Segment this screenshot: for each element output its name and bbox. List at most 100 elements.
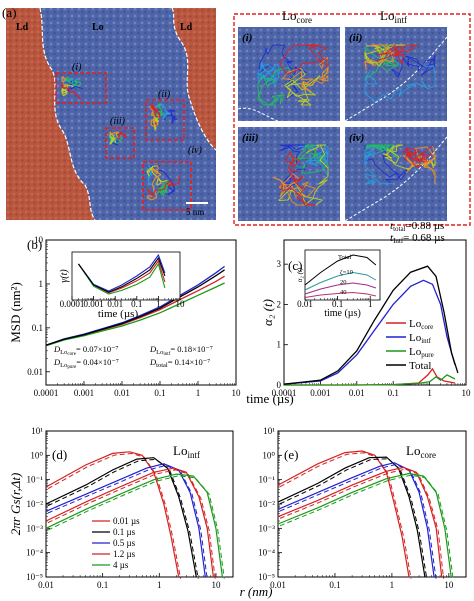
series-40 (304, 291, 377, 298)
trajectory-segment (281, 45, 286, 53)
trajectory-segment (148, 182, 155, 187)
x-tick-label: 1 (157, 580, 162, 590)
trajectory-segment (379, 52, 383, 59)
trajectory-segment (284, 79, 293, 86)
trajectory-segment (383, 44, 391, 54)
trajectory-segment (155, 121, 159, 125)
trajectory-segment (302, 181, 309, 185)
series-1-2-s (45, 467, 214, 578)
x-tick-label: 0.01 (114, 388, 130, 398)
trajectory-segment (152, 167, 158, 173)
phase-label-ld-left: Ld (16, 22, 29, 33)
series-0-5-s-fit (47, 464, 208, 579)
trajectory-segment (289, 189, 300, 194)
trajectory-segment (267, 44, 274, 55)
trajectory-segment (69, 91, 75, 94)
trajectory-segment (391, 144, 403, 149)
trajectory-segment (164, 184, 167, 190)
inset-x-tick-label: 0.01 (107, 299, 123, 309)
inset-x-tick-label: 0.01 (297, 299, 313, 309)
inset-boundary (237, 107, 279, 122)
trajectory-segment (286, 81, 295, 88)
trajectory-iv (146, 165, 181, 201)
trajectory-segment (146, 195, 149, 199)
trajectory-segment (364, 173, 377, 178)
y-tick-label: 10¹ (31, 426, 43, 436)
trajectory-segment (301, 181, 309, 192)
trajectory-segment (276, 67, 289, 71)
trajectory-segment (308, 48, 318, 59)
trajectory-segment (372, 99, 376, 103)
trajectory-segment (392, 144, 396, 153)
trajectory-segment (369, 44, 373, 47)
trajectory-segment (314, 153, 321, 164)
trajectory-segment (318, 47, 328, 54)
trajectory-segment (264, 47, 267, 53)
series-0-1-s (45, 457, 197, 578)
trajectory-segment (305, 144, 310, 151)
trajectory-segment (271, 96, 279, 100)
trajectory-segment (411, 44, 415, 49)
trajectory-segment (273, 79, 278, 86)
plot-frame-d (45, 430, 234, 578)
inset-x-label-b: time (µs) (98, 308, 139, 320)
trajectory-segment (282, 77, 291, 81)
series-20 (304, 282, 377, 295)
trajectory-segment (406, 58, 409, 65)
trajectory-segment (368, 152, 375, 156)
trajectory-segment (432, 58, 436, 64)
trajectory-segment (306, 187, 316, 198)
trajectory-segment (157, 182, 162, 186)
y-tick-label: 0 (277, 380, 282, 390)
tstar-annotation: ttotal=0.88 µs (390, 220, 444, 233)
trajectory-segment (384, 161, 394, 172)
trajectory-segment (300, 83, 312, 86)
inset-x-tick-label: 10 (176, 299, 186, 309)
y-axis-label-d: 2πr Gs(r,Δt) (8, 473, 23, 536)
trajectory-segment (364, 165, 377, 178)
trajectory-segment (157, 177, 162, 184)
trajectory-segment (278, 72, 280, 79)
trajectory-segment (306, 152, 319, 156)
x-tick-label: 0.1 (329, 580, 340, 590)
trajectory-segment (124, 135, 128, 139)
trajectory-segment (386, 63, 400, 72)
trajectory-segment (433, 66, 436, 76)
trajectory-segment (430, 168, 436, 176)
trajectory-segment (279, 146, 292, 152)
trajectory-segment (267, 63, 279, 73)
trajectory-segment (292, 173, 299, 179)
trajectory-segment (406, 147, 408, 157)
inset-trajectory (364, 44, 436, 103)
trajectory-segment (286, 61, 293, 72)
trajectory-segment (290, 144, 297, 151)
trajectory-segment (322, 155, 328, 163)
trajectory-segment (295, 151, 301, 157)
trajectory-segment (374, 58, 383, 66)
y-tick-label: 10⁰ (30, 450, 43, 460)
trajectory-segment (406, 147, 413, 156)
trajectory-segment (415, 151, 424, 159)
inset-x-tick-label: 1 (368, 299, 373, 309)
inset-4: (iv) (344, 127, 448, 222)
trajectory-segment (147, 179, 150, 184)
trajectory-segment (421, 80, 427, 88)
trajectory-segment (110, 140, 114, 144)
legend-entry: 0.5 µs (113, 538, 136, 548)
trajectory-segment (79, 82, 82, 87)
trajectory-segment (302, 183, 316, 189)
x-axis-label-bc: time (µs) (246, 391, 294, 406)
trajectory-segment (287, 192, 293, 202)
trajectory-segment (295, 176, 304, 182)
trajectory-segment (151, 183, 155, 191)
trajectory-segment (281, 183, 289, 186)
trajectory-segment (297, 152, 302, 159)
series-total (283, 265, 459, 385)
trajectory-segment (109, 143, 112, 145)
trajectory-segment (377, 53, 389, 56)
trajectory-segment (152, 169, 158, 175)
trajectory-segment (424, 66, 436, 74)
series-lo-intf (283, 279, 456, 385)
trajectory-segment (416, 58, 421, 65)
series-lo-pure (284, 374, 456, 386)
